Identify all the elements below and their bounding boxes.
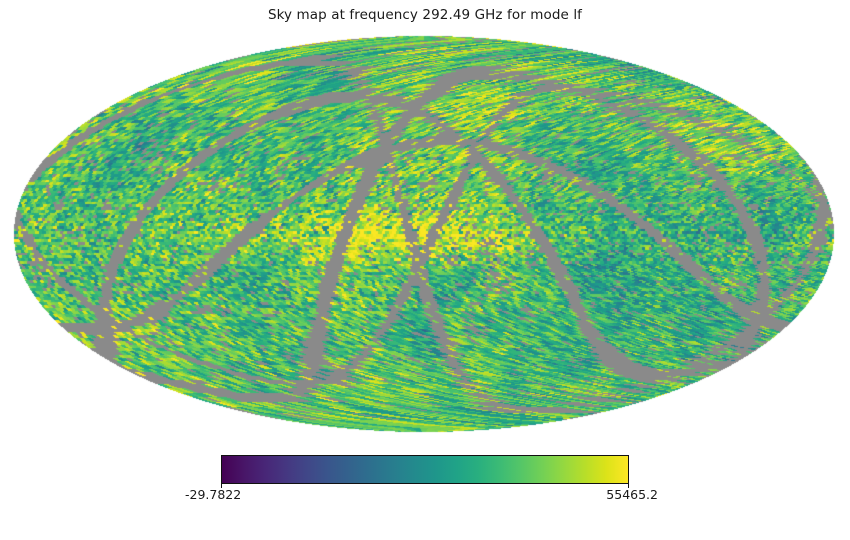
colorbar-max-label: 55465.2 [606, 487, 658, 502]
page-title: Sky map at frequency 292.49 GHz for mode… [267, 7, 583, 23]
colorbar-tick-max [628, 484, 629, 488]
colorbar-tick-min [221, 484, 222, 488]
sky-map-figure [0, 30, 850, 440]
colorbar-gradient [221, 455, 629, 484]
colorbar-min-label: -29.7822 [185, 487, 242, 502]
colorbar [221, 455, 629, 488]
mollweide-sky-map-canvas [0, 30, 850, 440]
